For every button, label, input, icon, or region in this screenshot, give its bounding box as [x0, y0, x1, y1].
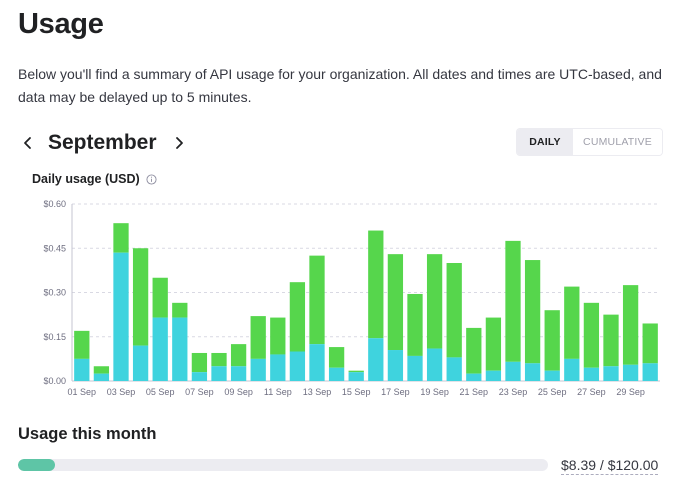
x-tick-label: 09 Sep [224, 387, 253, 397]
bar-segment-cyan [113, 252, 129, 381]
bar-segment-green [230, 344, 247, 367]
next-month-button[interactable] [169, 128, 189, 158]
bar-segment-cyan [270, 354, 286, 381]
bar-segment-green [505, 240, 521, 362]
bar-segment-cyan [466, 373, 482, 381]
daily-toggle-button[interactable]: DAILY [517, 129, 573, 155]
x-tick-label: 15 Sep [342, 387, 371, 397]
bar-segment-green [426, 254, 443, 349]
bar-segment-green [289, 282, 306, 352]
bar-segment-cyan [485, 370, 502, 381]
y-tick-label: $0.15 [43, 332, 66, 342]
bar-segment-cyan [74, 358, 90, 381]
x-tick-label: 29 Sep [616, 387, 645, 397]
bar-segment-green [485, 317, 502, 371]
bar-segment-green [446, 263, 462, 358]
bar-segment-green [642, 323, 658, 364]
x-tick-label: 23 Sep [499, 387, 528, 397]
bar-segment-cyan [426, 348, 443, 381]
bar-segment-cyan [368, 338, 384, 381]
bar-segment-cyan [544, 370, 560, 381]
bar-segment-green [524, 260, 541, 364]
cumulative-toggle-button[interactable]: CUMULATIVE [573, 129, 662, 155]
bar-segment-cyan [191, 372, 208, 381]
x-tick-label: 05 Sep [146, 387, 175, 397]
bar-segment-cyan [583, 367, 600, 381]
chart-title: Daily usage (USD) [32, 172, 140, 186]
chart-heading: Daily usage (USD) [32, 172, 157, 186]
bar-segment-green [250, 316, 266, 359]
usage-this-month-title: Usage this month [18, 425, 157, 443]
daily-usage-chart: $0.00 $0.15 $0.30 $0.45 $0.60 01 Sep 03 Sep 05 … [43, 199, 660, 397]
current-month-label: September [48, 131, 157, 154]
bar-segment-cyan [446, 357, 462, 381]
x-tick-label: 27 Sep [577, 387, 606, 397]
y-tick-label: $0.60 [43, 199, 66, 209]
x-tick-label: 21 Sep [460, 387, 489, 397]
bar-segment-green [113, 223, 129, 253]
bar-segment-cyan [524, 363, 541, 381]
page-description: Below you'll find a summary of API usage… [18, 66, 662, 105]
y-tick-label: $0.30 [43, 288, 66, 298]
bar-segment-green [407, 293, 423, 356]
bar-segment-green [211, 352, 227, 367]
bar-segment-green [172, 302, 188, 318]
bar-segment-cyan [407, 355, 423, 381]
bar-segment-cyan [93, 373, 110, 381]
x-tick-label: 11 Sep [264, 387, 292, 397]
x-tick-label: 03 Sep [107, 387, 136, 397]
bar-segment-cyan [152, 317, 168, 381]
bar-segment-green [93, 366, 110, 374]
bar-segment-green [328, 347, 345, 368]
x-tick-label: 01 Sep [68, 387, 97, 397]
x-tick-label: 25 Sep [538, 387, 567, 397]
y-tick-label: $0.45 [43, 243, 66, 253]
bar-segment-cyan [622, 364, 639, 381]
x-tick-label: 13 Sep [303, 387, 332, 397]
bar-segment-cyan [642, 363, 658, 381]
bar-segment-cyan [505, 361, 521, 381]
bar-segment-green [622, 285, 639, 365]
bar-segment-green [544, 310, 560, 371]
bar-segment-cyan [603, 366, 619, 381]
bar-segment-cyan [348, 372, 364, 381]
bar-segment-cyan [289, 351, 306, 381]
bar-segment-green [564, 286, 580, 359]
bar-segment-green [191, 352, 208, 373]
bar-segment-green [387, 254, 404, 351]
page-title: Usage [18, 8, 104, 40]
bar-segment-green [368, 230, 384, 339]
chevron-left-icon [24, 137, 31, 149]
bar-segment-green [132, 248, 149, 346]
previous-month-button[interactable] [18, 128, 38, 158]
chevron-right-icon [175, 137, 183, 149]
bar-segment-cyan [172, 317, 188, 381]
x-tick-label: 07 Sep [185, 387, 214, 397]
info-icon[interactable] [146, 173, 157, 185]
bar-segment-cyan [211, 366, 227, 381]
x-tick-label: 19 Sep [420, 387, 449, 397]
bar-segment-green [603, 314, 619, 367]
bar-segment-green [152, 277, 168, 318]
bar-segment-cyan [564, 358, 580, 381]
usage-progress-fill [18, 459, 56, 471]
bar-segment-green [583, 302, 600, 368]
bar-segment-cyan [309, 344, 325, 381]
bar-segment-green [74, 330, 90, 359]
bar-segment-green [466, 327, 482, 374]
usage-amount[interactable]: $8.39 / $120.00 [561, 457, 659, 475]
y-tick-label: $0.00 [43, 376, 66, 386]
bar-segment-cyan [387, 350, 404, 381]
bar-segment-green [348, 370, 364, 373]
bar-segment-cyan [328, 367, 345, 381]
usage-progress-bar [18, 459, 548, 471]
bar-segment-cyan [132, 345, 149, 381]
x-tick-label: 17 Sep [381, 387, 410, 397]
view-toggle: DAILY CUMULATIVE [516, 128, 663, 156]
bar-segment-cyan [230, 366, 247, 381]
month-navigation: September [18, 128, 189, 158]
bar-segment-green [309, 255, 325, 345]
bar-segment-green [270, 317, 286, 355]
bar-segment-cyan [250, 358, 266, 381]
